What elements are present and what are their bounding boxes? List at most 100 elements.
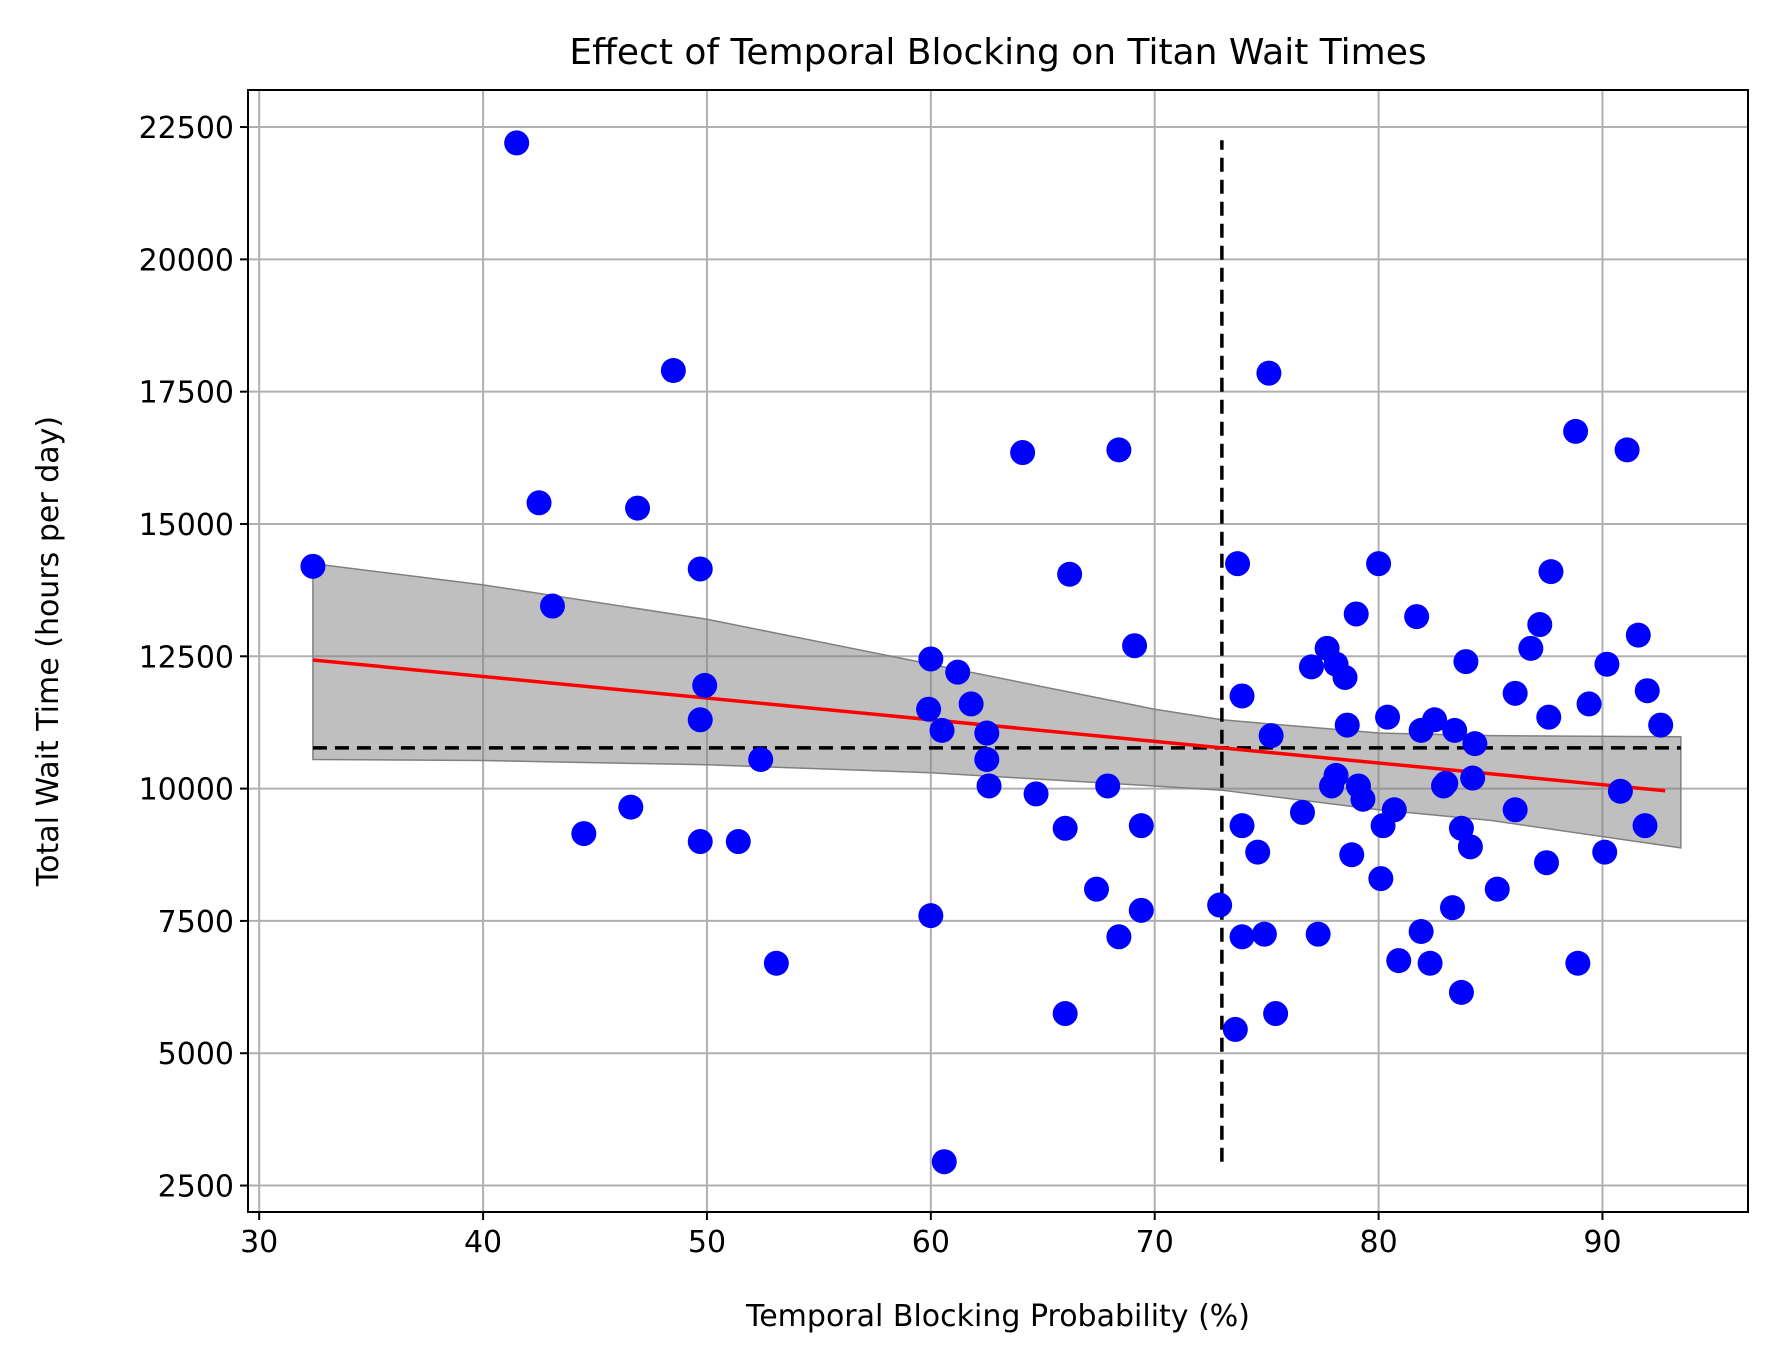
- data-point: [929, 717, 955, 743]
- data-point: [1632, 813, 1658, 839]
- y-tick-label: 22500: [139, 111, 234, 146]
- data-point: [1484, 876, 1510, 902]
- data-point: [1350, 786, 1376, 812]
- y-tick-label: 17500: [139, 376, 234, 411]
- data-point: [1122, 633, 1148, 659]
- data-point: [1010, 440, 1036, 466]
- data-point: [1323, 762, 1349, 788]
- data-point: [1462, 731, 1488, 757]
- data-point: [1368, 866, 1394, 892]
- data-point: [1648, 712, 1674, 738]
- x-axis-label: Temporal Blocking Probability (%): [745, 1299, 1250, 1334]
- data-point: [1229, 683, 1255, 709]
- data-point: [1128, 897, 1154, 923]
- data-point: [571, 821, 597, 847]
- data-point: [687, 556, 713, 582]
- data-point: [1614, 437, 1640, 463]
- data-point: [1289, 799, 1315, 825]
- y-tick-label: 2500: [158, 1170, 234, 1205]
- reference-lines-layer: [312, 140, 1681, 1162]
- x-tick-label: 30: [240, 1225, 278, 1260]
- data-point: [1095, 773, 1121, 799]
- data-point: [1592, 839, 1618, 865]
- data-point: [1439, 895, 1465, 921]
- data-point: [687, 829, 713, 855]
- data-point: [1625, 622, 1651, 648]
- data-point: [1518, 635, 1544, 661]
- data-point: [976, 773, 1002, 799]
- data-point: [1052, 815, 1078, 841]
- data-point: [1502, 680, 1528, 706]
- x-tick-label: 70: [1136, 1225, 1174, 1260]
- data-point: [1298, 654, 1324, 680]
- data-point: [1229, 924, 1255, 950]
- data-point: [1263, 1001, 1289, 1027]
- data-point: [916, 696, 942, 722]
- data-point: [1366, 551, 1392, 577]
- data-point: [526, 490, 552, 516]
- data-point: [1225, 551, 1251, 577]
- data-point: [974, 720, 1000, 746]
- y-tick-label: 5000: [158, 1037, 234, 1072]
- data-point: [1332, 664, 1358, 690]
- data-point: [1594, 651, 1620, 677]
- data-point: [1229, 813, 1255, 839]
- data-point: [1207, 892, 1233, 918]
- chart-title: Effect of Temporal Blocking on Titan Wai…: [569, 32, 1426, 73]
- data-point: [763, 950, 789, 976]
- data-point: [660, 358, 686, 383]
- data-point: [974, 746, 1000, 772]
- data-point: [1422, 707, 1448, 733]
- data-point: [692, 672, 718, 698]
- y-tick-label: 10000: [139, 773, 234, 808]
- x-tick-label: 50: [688, 1225, 726, 1260]
- data-point: [1128, 813, 1154, 839]
- data-point: [1536, 704, 1562, 730]
- data-point: [1334, 712, 1360, 738]
- data-point: [1343, 601, 1369, 627]
- data-point: [1538, 559, 1564, 585]
- data-point: [1502, 797, 1528, 823]
- data-point: [958, 691, 984, 717]
- ticks-layer: 30 40 50 60 70 80 90 2500 5000 7500 10000 12500 1500…: [139, 111, 1622, 1260]
- x-tick-label: 60: [912, 1225, 950, 1260]
- y-tick-label: 15000: [139, 508, 234, 543]
- data-point: [1375, 704, 1401, 730]
- plot-frame: [247, 89, 1749, 1213]
- y-tick-label: 7500: [158, 905, 234, 940]
- data-point: [1381, 797, 1407, 823]
- data-point: [918, 903, 944, 929]
- data-point: [1448, 815, 1474, 841]
- data-point: [1565, 950, 1591, 976]
- data-point: [1222, 1016, 1248, 1042]
- data-point: [1245, 839, 1271, 865]
- data-point: [1448, 979, 1474, 1005]
- data-point: [1442, 717, 1468, 743]
- data-point: [1576, 691, 1602, 717]
- x-tick-label: 40: [464, 1225, 502, 1260]
- data-point: [300, 553, 326, 579]
- data-point: [1251, 921, 1277, 947]
- data-point: [504, 130, 530, 156]
- data-point: [687, 707, 713, 733]
- data-point: [1084, 876, 1110, 902]
- data-point: [1607, 778, 1633, 804]
- data-point: [1563, 418, 1589, 444]
- data-point: [1527, 612, 1553, 638]
- y-tick-label: 12500: [139, 640, 234, 675]
- data-point: [1057, 561, 1083, 587]
- data-point: [1453, 649, 1479, 675]
- data-point: [618, 794, 644, 820]
- data-point: [1457, 834, 1483, 860]
- data-point: [1258, 723, 1284, 749]
- points-layer: [300, 130, 1674, 1175]
- data-point: [1417, 950, 1443, 976]
- data-point: [539, 593, 565, 619]
- x-tick-label: 80: [1360, 1225, 1398, 1260]
- x-tick-label: 90: [1583, 1225, 1621, 1260]
- data-point: [1386, 948, 1412, 974]
- data-point: [1339, 842, 1365, 868]
- data-point: [1106, 437, 1132, 463]
- data-point: [918, 646, 944, 672]
